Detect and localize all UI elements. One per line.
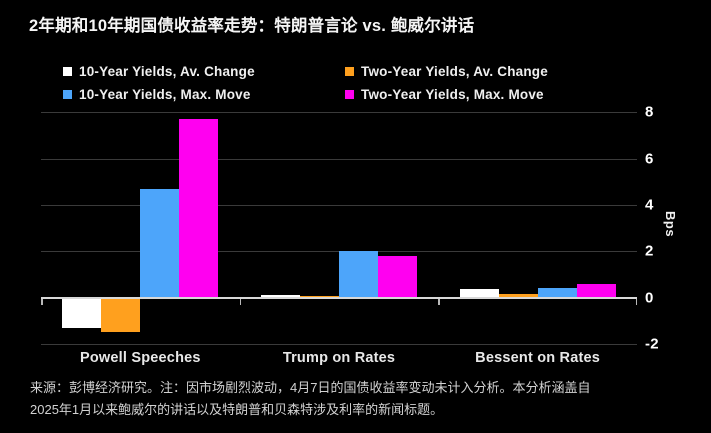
bar <box>62 297 102 328</box>
y-tick-label: 2 <box>645 242 654 260</box>
source-note: 来源：彭博经济研究。注：因市场剧烈波动，4月7日的国债收益率变动未计入分析。本分… <box>30 377 590 421</box>
legend-item: 10-Year Yields, Av. Change <box>63 63 345 79</box>
legend-item-label: 10-Year Yields, Av. Change <box>79 63 255 79</box>
bar <box>459 289 499 298</box>
legend-item: Two-Year Yields, Av. Change <box>345 63 548 79</box>
gridline <box>41 204 637 206</box>
gridline <box>41 158 637 160</box>
bar <box>498 294 538 298</box>
category-labels: Powell Speeches Trump on Rates Bessent on … <box>41 350 637 370</box>
y-tick-label: 8 <box>645 103 654 121</box>
y-axis-title: Bps <box>663 103 678 345</box>
gridline <box>41 343 637 345</box>
source-note-line: 2025年1月以来鲍威尔的讲话以及特朗普和贝森特涉及利率的新闻标题。 <box>30 402 444 417</box>
y-axis-title-text: Bps <box>663 210 678 238</box>
bar <box>576 283 616 298</box>
legend-swatch-icon <box>345 89 354 99</box>
plot-area <box>41 103 637 345</box>
bar <box>140 188 180 298</box>
y-tick-label: 6 <box>645 150 654 168</box>
zero-axis-line <box>41 296 637 299</box>
axis-tick <box>239 298 242 305</box>
legend-swatch-icon <box>345 66 354 76</box>
category-label: Powell Speeches <box>79 350 201 366</box>
axis-tick <box>41 298 43 305</box>
legend-item-label: Two-Year Yields, Max. Move <box>361 86 544 102</box>
axis-tick <box>635 298 637 305</box>
legend-item-label: Two-Year Yields, Av. Change <box>361 63 548 79</box>
legend-swatch-icon <box>63 89 72 99</box>
category-label: Bessent on Rates <box>475 350 601 366</box>
bar <box>378 255 417 298</box>
source-note-line: 来源：彭博经济研究。注：因市场剧烈波动，4月7日的国债收益率变动未计入分析。本分… <box>30 380 591 395</box>
legend-item-label: 10-Year Yields, Max. Move <box>79 86 251 102</box>
legend-item: Two-Year Yields, Max. Move <box>345 86 548 102</box>
bar <box>537 288 577 298</box>
legend: 10-Year Yields, Av. Change Two-Year Yield… <box>63 63 548 102</box>
y-tick-label: 0 <box>645 289 654 306</box>
chart-title: 2年期和10年期国债收益率走势：特朗普言论 vs. 鲍威尔讲话 <box>29 17 475 35</box>
bar <box>179 119 219 298</box>
y-tick-label: -2 <box>645 335 659 353</box>
bar <box>261 295 300 298</box>
legend-item: 10-Year Yields, Max. Move <box>63 86 345 102</box>
bar <box>339 251 378 298</box>
gridline <box>41 112 637 114</box>
axis-tick <box>438 298 440 305</box>
y-tick-label: 4 <box>645 196 654 214</box>
legend-swatch-icon <box>63 66 72 76</box>
bar <box>101 297 141 333</box>
category-label: Trump on Rates <box>282 350 396 366</box>
y-axis-labels: 8 6 4 2 0 -2 <box>645 103 685 353</box>
